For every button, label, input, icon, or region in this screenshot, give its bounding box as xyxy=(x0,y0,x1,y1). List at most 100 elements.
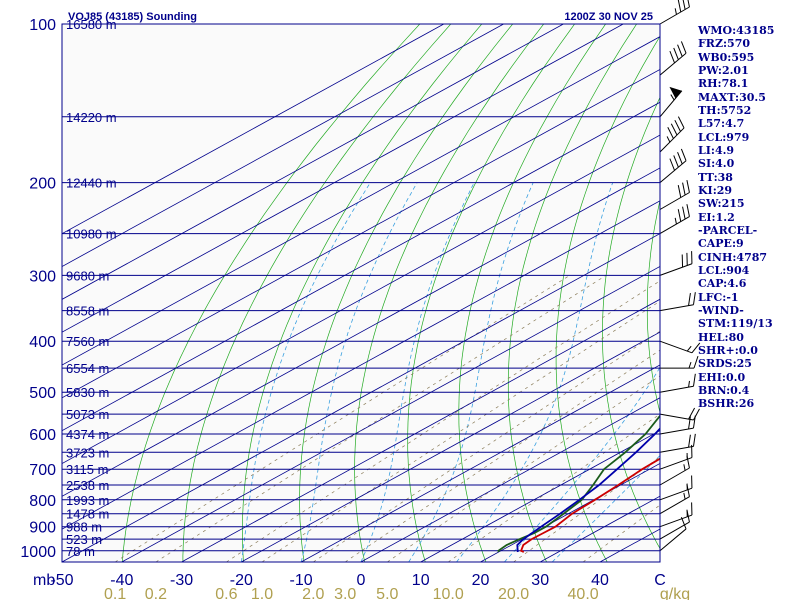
index-entry: RH:78.1 xyxy=(698,77,749,91)
moist-adiabat xyxy=(504,366,660,562)
wind-barb xyxy=(659,373,696,393)
moist-adiabat xyxy=(456,182,614,562)
wind-barb-staff xyxy=(659,160,687,183)
mixing-ratio-line xyxy=(226,280,660,562)
wind-barb xyxy=(659,455,690,486)
index-entry: CAPE:9 xyxy=(698,237,744,251)
pressure-tick-label: 1000 xyxy=(20,544,56,561)
wind-barb xyxy=(659,180,690,210)
wind-barb-half-flag xyxy=(683,492,686,500)
sounding-traces xyxy=(497,414,660,553)
isotherm-line xyxy=(62,233,660,562)
pressure-tick-label: 600 xyxy=(29,427,56,444)
wind-barb-flag xyxy=(688,434,691,448)
temperature-tick-label: -10 xyxy=(290,572,313,589)
isotherm-line xyxy=(62,167,660,497)
wind-barb-flag xyxy=(677,209,682,222)
chart-grid xyxy=(62,24,660,562)
dry-adiabat xyxy=(354,24,544,562)
moist-adiabat xyxy=(240,182,371,562)
wind-barb-flag xyxy=(691,475,693,489)
wind-barb xyxy=(659,251,693,276)
dry-adiabat xyxy=(507,24,637,562)
isotherm-line xyxy=(480,462,660,562)
index-entry: -WIND- xyxy=(698,303,744,317)
dry-adiabat xyxy=(299,24,513,562)
isotherm-line xyxy=(241,331,660,562)
dry-adiabat xyxy=(121,24,421,562)
wind-barb-staff xyxy=(659,528,687,552)
mixing-ratio-tick-label: g/kg xyxy=(660,586,690,600)
index-entry: WB0:595 xyxy=(698,50,755,64)
wind-barb-flag xyxy=(669,50,676,64)
wind-barb-flag xyxy=(688,292,691,306)
wind-barb-flag xyxy=(686,180,690,193)
pressure-tick-label: 500 xyxy=(29,385,56,402)
wind-barb-flag xyxy=(667,127,674,139)
wind-barb-half-flag xyxy=(688,361,692,369)
wind-barb-flag xyxy=(670,123,678,136)
temperature-tick-label: 10 xyxy=(412,572,430,589)
mixing-ratio-tick-label: 0.6 xyxy=(215,586,237,600)
mixing-ratio-line xyxy=(313,330,660,562)
wind-barb-flag xyxy=(686,0,690,8)
wind-barb-staff xyxy=(659,496,690,515)
indices-panel: WMO:43185 FRZ:570 WB0:595 PW:2.01 RH:78.1 MAX… xyxy=(698,24,798,411)
moist-adiabat xyxy=(360,182,475,562)
index-entry: LCL:904 xyxy=(698,263,750,277)
height-label: 14220 m xyxy=(66,110,117,125)
wind-barb xyxy=(659,292,696,312)
dry-adiabat xyxy=(407,24,575,562)
moist-adiabat xyxy=(408,182,534,562)
mixing-ratio-line xyxy=(387,375,660,562)
height-label: 5073 m xyxy=(66,407,109,422)
index-entry: LFC:-1 xyxy=(698,290,739,304)
index-entry: CINH:4787 xyxy=(698,250,768,264)
temperature-tick-label: -50 xyxy=(50,572,73,589)
wind-barb-flag xyxy=(677,152,683,165)
temperature-tick-label: 20 xyxy=(472,572,490,589)
isotherm-line xyxy=(62,200,660,530)
temperature-tick-label: 30 xyxy=(531,572,549,589)
height-label: 988 m xyxy=(66,520,102,535)
wind-barb-staff xyxy=(659,467,690,486)
isotherm-line xyxy=(62,101,660,432)
index-entry: TT:38 xyxy=(698,170,733,184)
height-label: 2538 m xyxy=(66,478,109,493)
index-entry: SRDS:25 xyxy=(698,357,752,371)
dewpoint-trace xyxy=(497,414,660,553)
height-label: 9680 m xyxy=(66,268,109,283)
wind-barb-staff xyxy=(659,413,694,421)
pressure-tick-label: 100 xyxy=(29,17,56,34)
wind-barb-staff xyxy=(659,90,683,118)
wind-barb-half-flag xyxy=(670,94,675,101)
pressure-tick-label: 900 xyxy=(29,520,56,537)
height-label: 4374 m xyxy=(66,427,109,442)
wind-barb-flag xyxy=(669,158,676,171)
index-entry: -PARCEL- xyxy=(698,223,758,237)
height-label: 16580 m xyxy=(66,17,117,32)
dry-adiabat xyxy=(242,24,483,562)
wind-barb-flag xyxy=(682,0,686,10)
wind-barb-staff xyxy=(659,445,694,453)
mixing-ratio-tick-label: 1.0 xyxy=(251,586,273,600)
dry-adiabat xyxy=(458,24,606,562)
index-entry: LCL:979 xyxy=(698,130,750,144)
wind-barb-flag xyxy=(686,509,690,523)
wind-barb-half-flag xyxy=(674,217,677,225)
temperature-tick-label: -40 xyxy=(110,572,133,589)
wind-barb-flag xyxy=(691,342,701,354)
index-entry: TH:5752 xyxy=(698,103,752,117)
wind-barb xyxy=(659,433,696,453)
sounding-time: 1200Z 30 NOV 25 xyxy=(564,11,653,23)
mixing-ratio-tick-label: 5.0 xyxy=(376,586,398,600)
mixing-ratio-line xyxy=(513,456,660,562)
wind-barb-staff xyxy=(659,304,694,312)
wind-barb-flag xyxy=(692,433,696,447)
wind-barb-flag xyxy=(686,455,690,469)
station-title: VOJ85 (43185) Sounding xyxy=(68,11,197,23)
temperature-tick-label: 40 xyxy=(591,572,609,589)
height-label: 78 m xyxy=(66,544,95,559)
wind-barb-flag xyxy=(688,407,696,420)
index-entry: HEL:80 xyxy=(698,330,744,344)
